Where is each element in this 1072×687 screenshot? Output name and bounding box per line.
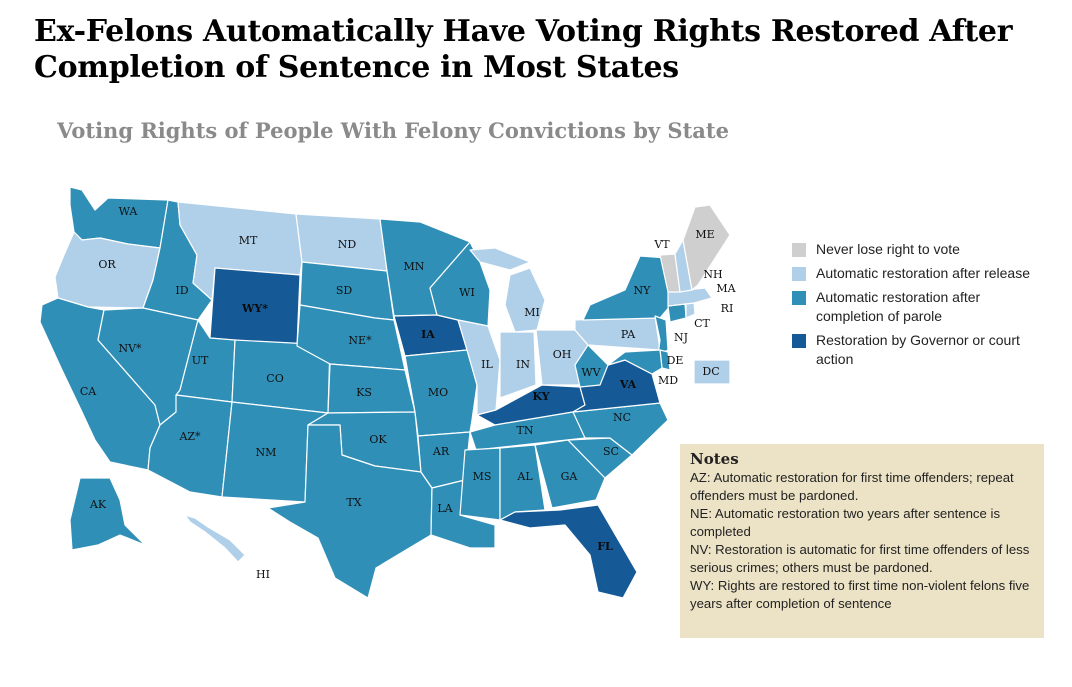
state-label-ct: CT: [694, 317, 710, 330]
state-label-hi: HI: [256, 568, 270, 581]
state-label-or: OR: [98, 258, 116, 271]
state-label-wa: WA: [119, 205, 139, 218]
state-ak: [69, 477, 146, 551]
state-label-ma: MA: [716, 282, 736, 295]
state-label-co: CO: [266, 372, 283, 385]
legend-label-release: Automatic restoration after release: [816, 265, 1030, 281]
state-label-mt: MT: [239, 234, 258, 247]
state-hi: [184, 514, 246, 563]
state-fl: [499, 504, 638, 599]
state-in: [499, 331, 537, 399]
state-tx: [267, 424, 433, 599]
state-label-wi: WI: [459, 286, 475, 299]
state-label-ar: AR: [432, 445, 450, 458]
state-label-ca: CA: [80, 385, 97, 398]
state-ms: [459, 447, 501, 521]
state-label-ut: UT: [192, 354, 209, 367]
state-label-mn: MN: [404, 260, 425, 273]
state-label-in: IN: [516, 358, 530, 371]
state-label-wy: WY*: [241, 302, 268, 315]
legend: Never lose right to vote Automatic resto…: [792, 240, 1042, 374]
state-pa: [574, 315, 661, 351]
state-wv: [574, 344, 609, 388]
state-ct: [667, 303, 687, 323]
state-md: [607, 349, 663, 375]
notes-heading: Notes: [690, 450, 739, 468]
state-label-nd: ND: [338, 238, 357, 251]
state-label-nc: NC: [613, 411, 631, 424]
state-label-ga: GA: [561, 470, 579, 483]
legend-label-never: Never lose right to vote: [816, 241, 960, 257]
state-label-az: AZ*: [178, 430, 201, 443]
state-label-sc: SC: [603, 445, 619, 458]
state-label-md: MD: [658, 374, 678, 387]
state-ga: [534, 439, 606, 509]
state-label-ak: AK: [89, 498, 107, 511]
state-ny: [582, 255, 676, 321]
note-ne: NE: Automatic restoration two years afte…: [690, 506, 1001, 539]
state-label-de: DE: [667, 354, 684, 367]
state-label-wv: WV: [581, 366, 601, 379]
note-nv: NV: Restoration is automatic for first t…: [690, 542, 1030, 575]
legend-item-never: Never lose right to vote: [792, 240, 1042, 259]
state-label-me: ME: [695, 228, 714, 241]
state-label-ia: IA: [421, 328, 435, 341]
state-label-ok: OK: [369, 433, 387, 446]
state-ri: [685, 302, 696, 319]
state-label-dc: DC: [702, 365, 719, 378]
state-label-nh: NH: [703, 268, 722, 281]
state-label-tn: TN: [517, 424, 534, 437]
state-me: [682, 204, 731, 291]
state-label-nj: NJ: [674, 331, 688, 344]
legend-label-parole: Automatic restoration after completion o…: [816, 289, 981, 324]
legend-item-release: Automatic restoration after release: [792, 264, 1042, 283]
state-label-mi: MI: [524, 306, 540, 319]
state-label-nv: NV*: [118, 342, 142, 355]
state-wi: [429, 241, 491, 327]
state-label-ri: RI: [721, 302, 734, 315]
state-label-va: VA: [619, 378, 637, 391]
state-label-id: ID: [175, 284, 188, 297]
state-label-ky: KY: [532, 390, 549, 403]
state-label-al: AL: [516, 470, 533, 483]
legend-label-governor: Restoration by Governor or court action: [816, 332, 1020, 367]
state-mi-part: [469, 247, 531, 271]
state-label-ms: MS: [473, 470, 492, 483]
state-label-pa: PA: [621, 328, 636, 341]
map-subtitle: Voting Rights of People With Felony Conv…: [57, 118, 729, 143]
state-label-la: LA: [437, 502, 453, 515]
page-title: Ex-Felons Automatically Have Voting Righ…: [34, 14, 1013, 85]
state-label-tx: TX: [346, 496, 361, 509]
state-label-fl: FL: [597, 540, 613, 553]
note-az: AZ: Automatic restoration for first time…: [690, 470, 1014, 503]
state-label-nm: NM: [256, 446, 277, 459]
legend-swatch-never: [792, 243, 806, 257]
state-label-il: IL: [481, 358, 493, 371]
state-label-ks: KS: [356, 386, 372, 399]
note-wy: WY: Rights are restored to first time no…: [690, 578, 1030, 611]
legend-item-parole: Automatic restoration after completion o…: [792, 288, 1042, 326]
state-label-ny: NY: [634, 284, 652, 297]
state-label-vt: VT: [653, 238, 670, 251]
state-mi: [504, 267, 546, 333]
legend-swatch-parole: [792, 291, 806, 305]
legend-item-governor: Restoration by Governor or court action: [792, 331, 1042, 369]
notes-box: Notes AZ: Automatic restoration for firs…: [680, 444, 1044, 638]
state-label-ne: NE*: [348, 334, 372, 347]
state-label-mo: MO: [428, 386, 448, 399]
legend-swatch-governor: [792, 334, 806, 348]
state-dc: [693, 359, 731, 385]
state-label-sd: SD: [336, 284, 353, 297]
legend-swatch-release: [792, 267, 806, 281]
state-label-oh: OH: [553, 348, 572, 361]
